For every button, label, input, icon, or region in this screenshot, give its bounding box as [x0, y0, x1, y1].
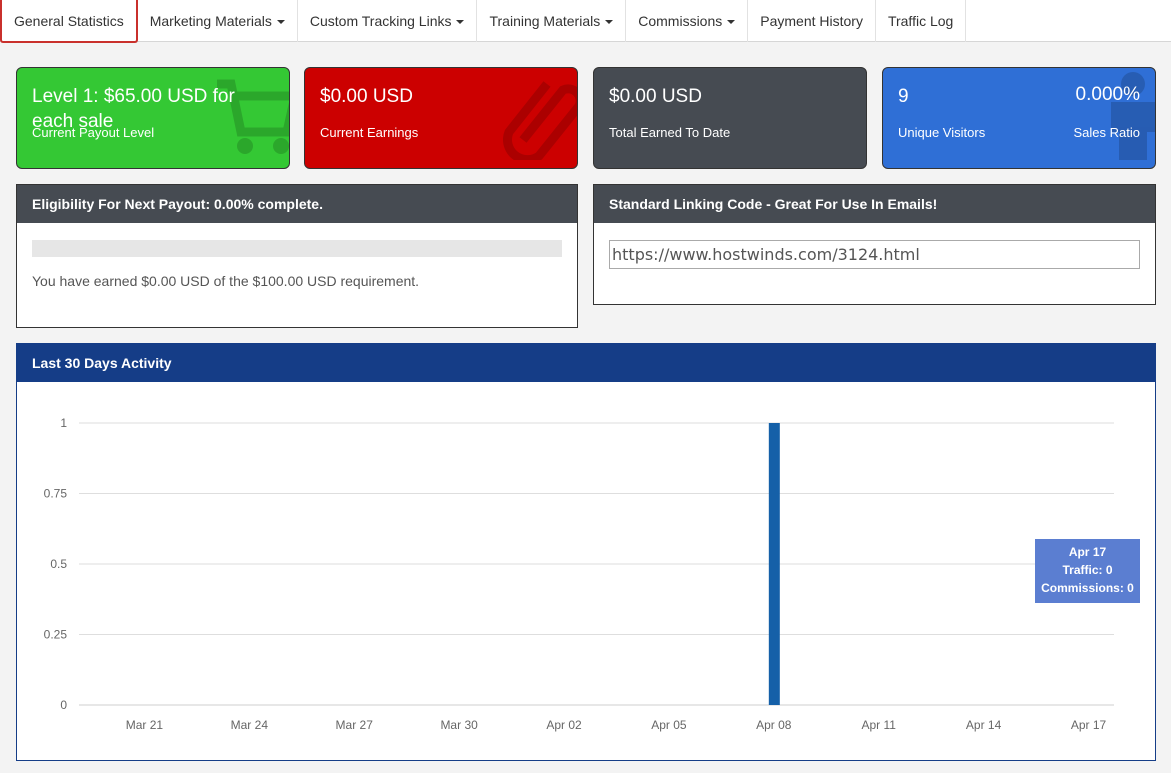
y-tick-label: 0.5 [50, 557, 67, 571]
current-earnings-value: $0.00 USD [320, 86, 413, 107]
y-tick-label: 0.25 [44, 628, 68, 642]
sales-ratio-label: Sales Ratio [1073, 125, 1140, 140]
y-tick-label: 0 [60, 698, 67, 712]
x-tick-label: Mar 30 [440, 718, 478, 732]
bar [768, 423, 780, 705]
current-earnings-label: Current Earnings [320, 125, 419, 140]
tab-training-materials[interactable]: Training Materials [477, 0, 627, 42]
caret-down-icon [727, 20, 736, 24]
x-tick-label: Apr 11 [861, 718, 896, 732]
caret-down-icon [605, 20, 614, 24]
unique-visitors-label: Unique Visitors [898, 125, 986, 140]
linking-code-panel: Standard Linking Code - Great For Use In… [593, 184, 1156, 305]
sales-ratio-value: 0.000% [1075, 84, 1140, 105]
eligibility-text: You have earned $0.00 USD of the $100.00… [32, 273, 420, 289]
x-tick-label: Mar 27 [336, 718, 374, 732]
x-tick-label: Apr 05 [651, 718, 687, 732]
x-tick-label: Mar 21 [126, 718, 164, 732]
linking-code-title: Standard Linking Code - Great For Use In… [594, 185, 1155, 223]
unique-visitors-value: 9 [898, 86, 909, 107]
paperclip-icon [503, 81, 577, 160]
user-icon [1111, 72, 1155, 160]
tab-label: Training Materials [489, 13, 601, 29]
tab-traffic-log[interactable]: Traffic Log [876, 0, 967, 42]
tab-label: General Statistics [14, 12, 124, 29]
activity-panel: Last 30 Days Activity [16, 343, 1156, 761]
tab-label: Payment History [760, 13, 863, 29]
total-earned-value: $0.00 USD [609, 86, 702, 107]
tab-label: Commissions [638, 13, 723, 29]
y-tick-label: 1 [60, 416, 67, 430]
tab-commissions[interactable]: Commissions [626, 0, 749, 42]
tab-payment-history[interactable]: Payment History [748, 0, 876, 42]
activity-chart: 0 0.25 0.5 0.75 1 Mar 21 Mar 24 Mar 27 Mar 30 Apr… [44, 416, 1114, 732]
x-tick-label: Apr 14 [966, 718, 1002, 732]
linking-code-field[interactable]: https://www.hostwinds.com/3124.html [609, 240, 1140, 269]
caret-down-icon [276, 20, 285, 24]
tab-general-statistics[interactable]: General Statistics [0, 0, 138, 43]
x-tick-label: Apr 08 [756, 718, 792, 732]
tab-bar: General Statistics Marketing Materials Cus… [0, 0, 1171, 43]
total-earned-card: $0.00 USD Total Earned To Date [593, 67, 867, 169]
tooltip-commissions: Commissions: 0 [1041, 581, 1134, 595]
activity-title: Last 30 Days Activity [17, 344, 1155, 382]
tab-custom-tracking-links[interactable]: Custom Tracking Links [298, 0, 478, 42]
eligibility-title: Eligibility For Next Payout: 0.00% compl… [17, 185, 577, 223]
x-tick-label: Mar 24 [231, 718, 269, 732]
payout-progress-bar [32, 240, 562, 257]
caret-down-icon [456, 20, 465, 24]
eligibility-panel: Eligibility For Next Payout: 0.00% compl… [16, 184, 578, 328]
visitors-card: 9 Unique Visitors 0.000% Sales Ratio [882, 67, 1156, 169]
tab-label: Marketing Materials [149, 13, 272, 29]
tab-label: Custom Tracking Links [309, 13, 452, 29]
cart-icon [217, 79, 289, 154]
current-earnings-card: $0.00 USD Current Earnings [304, 67, 578, 169]
tab-label: Traffic Log [887, 13, 954, 29]
y-tick-label: 0.75 [44, 487, 68, 501]
payout-level-card: Level 1: $65.00 USD for each sale Curren… [16, 67, 290, 169]
payout-level-label: Current Payout Level [32, 125, 155, 140]
payout-level-value: Level 1: $65.00 USD for each sale [32, 86, 235, 132]
x-tick-label: Apr 17 [1071, 718, 1107, 732]
tab-marketing-materials[interactable]: Marketing Materials [138, 0, 298, 42]
total-earned-label: Total Earned To Date [609, 125, 731, 140]
tooltip-traffic: Traffic: 0 [1062, 563, 1113, 577]
tooltip-date: Apr 17 [1068, 545, 1107, 559]
chart-tooltip: Apr 17 Traffic: 0 Commissions: 0 [1035, 539, 1140, 603]
x-tick-label: Apr 02 [546, 718, 582, 732]
